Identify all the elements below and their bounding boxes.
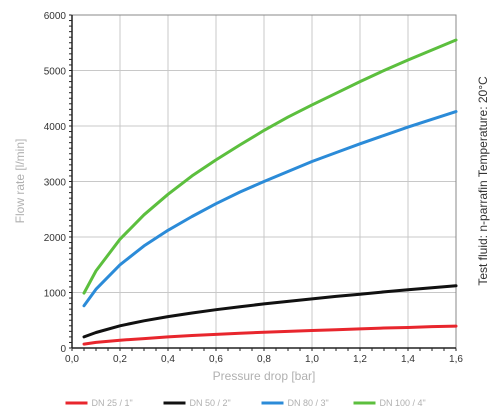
y-tick-label: 1000: [44, 289, 67, 300]
x-axis-title: Pressure drop [bar]: [213, 369, 316, 383]
legend-label: DN 80 / 3": [288, 398, 329, 408]
y-tick-label: 4000: [44, 122, 67, 133]
legend-label: DN 25 / 1": [92, 398, 133, 408]
x-tick-label: 0,2: [113, 354, 127, 365]
x-tick-label: 0,0: [65, 354, 79, 365]
x-tick-label: 0,6: [209, 354, 223, 365]
x-tick-label: 1,0: [305, 354, 319, 365]
x-tick-label: 1,2: [353, 354, 367, 365]
x-tick-label: 0,4: [161, 354, 175, 365]
y-tick-label: 5000: [44, 67, 67, 78]
x-tick-label: 1,4: [401, 354, 415, 365]
x-tick-labels: 0,0 0,2 0,4 0,6 0,8 1,0 1,2 1,4 1,6: [65, 354, 463, 365]
y-tick-label: 0: [60, 344, 66, 355]
x-tick-label: 0,8: [257, 354, 271, 365]
legend-item-4: DN 100 / 4": [353, 398, 426, 408]
y-axis-title: Flow rate [l/min]: [13, 139, 27, 224]
legend: DN 25 / 1" DN 50 / 2" DN 80 / 3" DN 100 / 4…: [65, 398, 426, 408]
series-line-2: [82, 284, 458, 339]
legend-item-2: DN 50 / 2": [163, 398, 231, 408]
test-conditions-note: Test fluid: n-parrafin Temperature: 20°C: [476, 76, 490, 286]
legend-label: DN 100 / 4": [380, 398, 426, 408]
series-layer: [82, 38, 458, 346]
y-tick-label: 3000: [44, 178, 67, 189]
x-tick-label: 1,6: [449, 354, 463, 365]
y-tick-label: 6000: [44, 11, 67, 22]
y-tick-label: 2000: [44, 233, 67, 244]
legend-item-1: DN 25 / 1": [65, 398, 133, 408]
series-line-1: [82, 324, 458, 346]
series-line-4: [82, 38, 458, 295]
legend-label: DN 50 / 2": [190, 398, 231, 408]
y-tick-labels: 0 1000 2000 3000 4000 5000 6000: [44, 11, 67, 355]
legend-item-3: DN 80 / 3": [261, 398, 329, 408]
series-line-3: [82, 110, 458, 308]
